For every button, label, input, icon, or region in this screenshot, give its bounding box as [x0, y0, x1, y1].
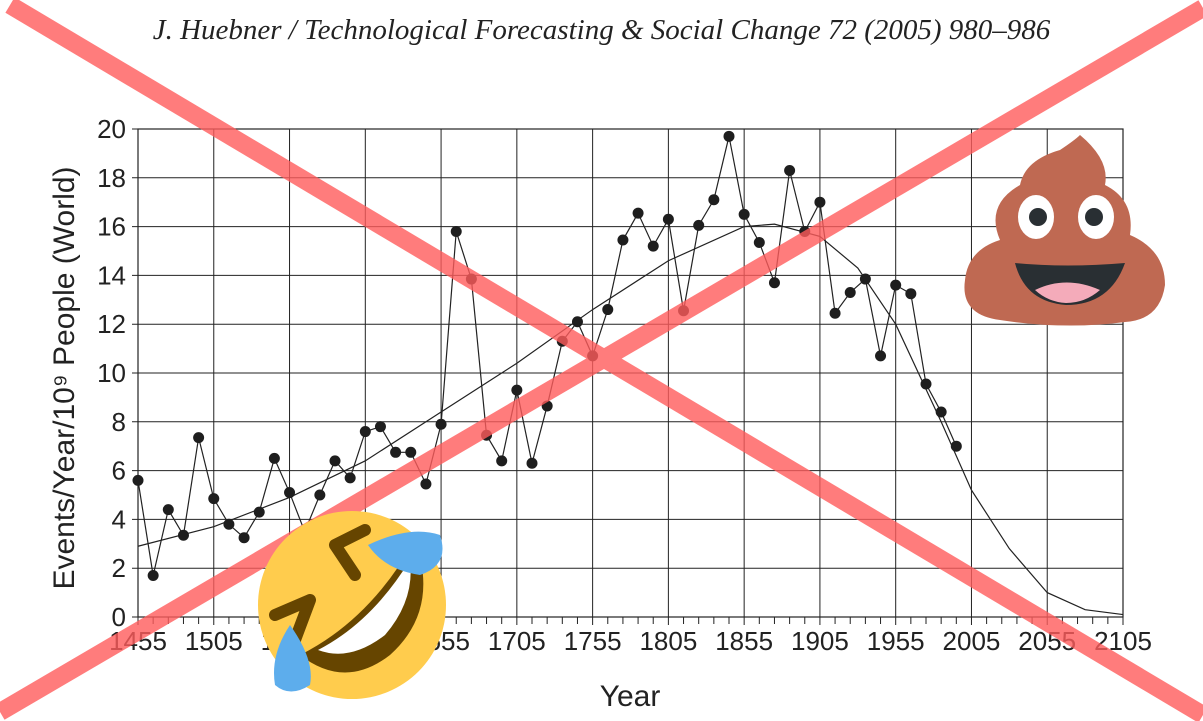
data-point [390, 446, 402, 458]
data-point [859, 273, 871, 285]
citation-header: J. Huebner / Technological Forecasting &… [152, 14, 1051, 46]
data-point [526, 457, 538, 469]
x-tick-label: 1905 [791, 626, 849, 656]
x-tick-label: 1505 [185, 626, 243, 656]
fitted-curve-line [137, 223, 1124, 616]
data-point [435, 418, 447, 430]
data-point [920, 378, 932, 390]
data-point [723, 130, 735, 142]
data-point [602, 304, 614, 316]
data-point [132, 474, 144, 486]
data-point [875, 350, 887, 362]
data-point [753, 236, 765, 248]
data-point [784, 164, 796, 176]
data-point [617, 234, 629, 246]
data-point [253, 506, 265, 518]
y-tick-label: 4 [112, 504, 126, 534]
x-tick-label: 2005 [943, 626, 1001, 656]
data-point [708, 194, 720, 206]
data-point [374, 421, 386, 433]
data-point [314, 489, 326, 501]
data-point [662, 213, 674, 225]
data-point [511, 384, 523, 396]
y-tick-label: 14 [97, 260, 126, 290]
y-tick-label: 6 [112, 456, 126, 486]
y-tick-label: 18 [97, 163, 126, 193]
y-tick-label: 16 [97, 212, 126, 242]
data-point [268, 452, 280, 464]
data-point [950, 440, 962, 452]
data-point [284, 487, 296, 499]
data-point [344, 472, 356, 484]
data-point [223, 518, 235, 530]
data-point [359, 426, 371, 438]
x-tick-label: 1705 [488, 626, 546, 656]
x-tick-label: 1855 [715, 626, 773, 656]
laughing-emoji-icon [258, 511, 446, 699]
data-point [238, 532, 250, 544]
x-tick-label: 1805 [639, 626, 697, 656]
data-point [632, 207, 644, 219]
data-point [890, 279, 902, 291]
y-tick-label: 2 [112, 553, 126, 583]
y-tick-label: 10 [97, 358, 126, 388]
data-point [177, 529, 189, 541]
data-point [405, 446, 417, 458]
y-tick-label: 8 [112, 407, 126, 437]
data-point [571, 316, 583, 328]
x-axis-label: Year [600, 680, 661, 713]
data-point [147, 570, 159, 582]
data-point [329, 455, 341, 467]
x-tick-label: 1955 [867, 626, 925, 656]
data-point [829, 307, 841, 319]
y-tick-label: 12 [97, 309, 126, 339]
y-axis-label: Events/Year/10⁹ People (World) [48, 166, 81, 589]
data-point [647, 240, 659, 252]
x-tick-label: 1755 [564, 626, 622, 656]
data-point [693, 219, 705, 231]
data-point [420, 478, 432, 490]
data-point [193, 432, 205, 444]
data-point [905, 288, 917, 300]
data-point [844, 286, 856, 298]
data-point [208, 493, 220, 505]
y-tick-label: 20 [97, 114, 126, 144]
data-point [768, 277, 780, 289]
tick-labels: 1455150515551605165517051755180518551905… [97, 114, 1152, 656]
poop-emoji-icon [964, 135, 1165, 326]
data-point [814, 196, 826, 208]
data-point [162, 504, 174, 516]
data-point [450, 225, 462, 237]
data-point [496, 455, 508, 467]
y-tick-label: 0 [112, 602, 126, 632]
data-point [738, 208, 750, 220]
data-point [935, 406, 947, 418]
